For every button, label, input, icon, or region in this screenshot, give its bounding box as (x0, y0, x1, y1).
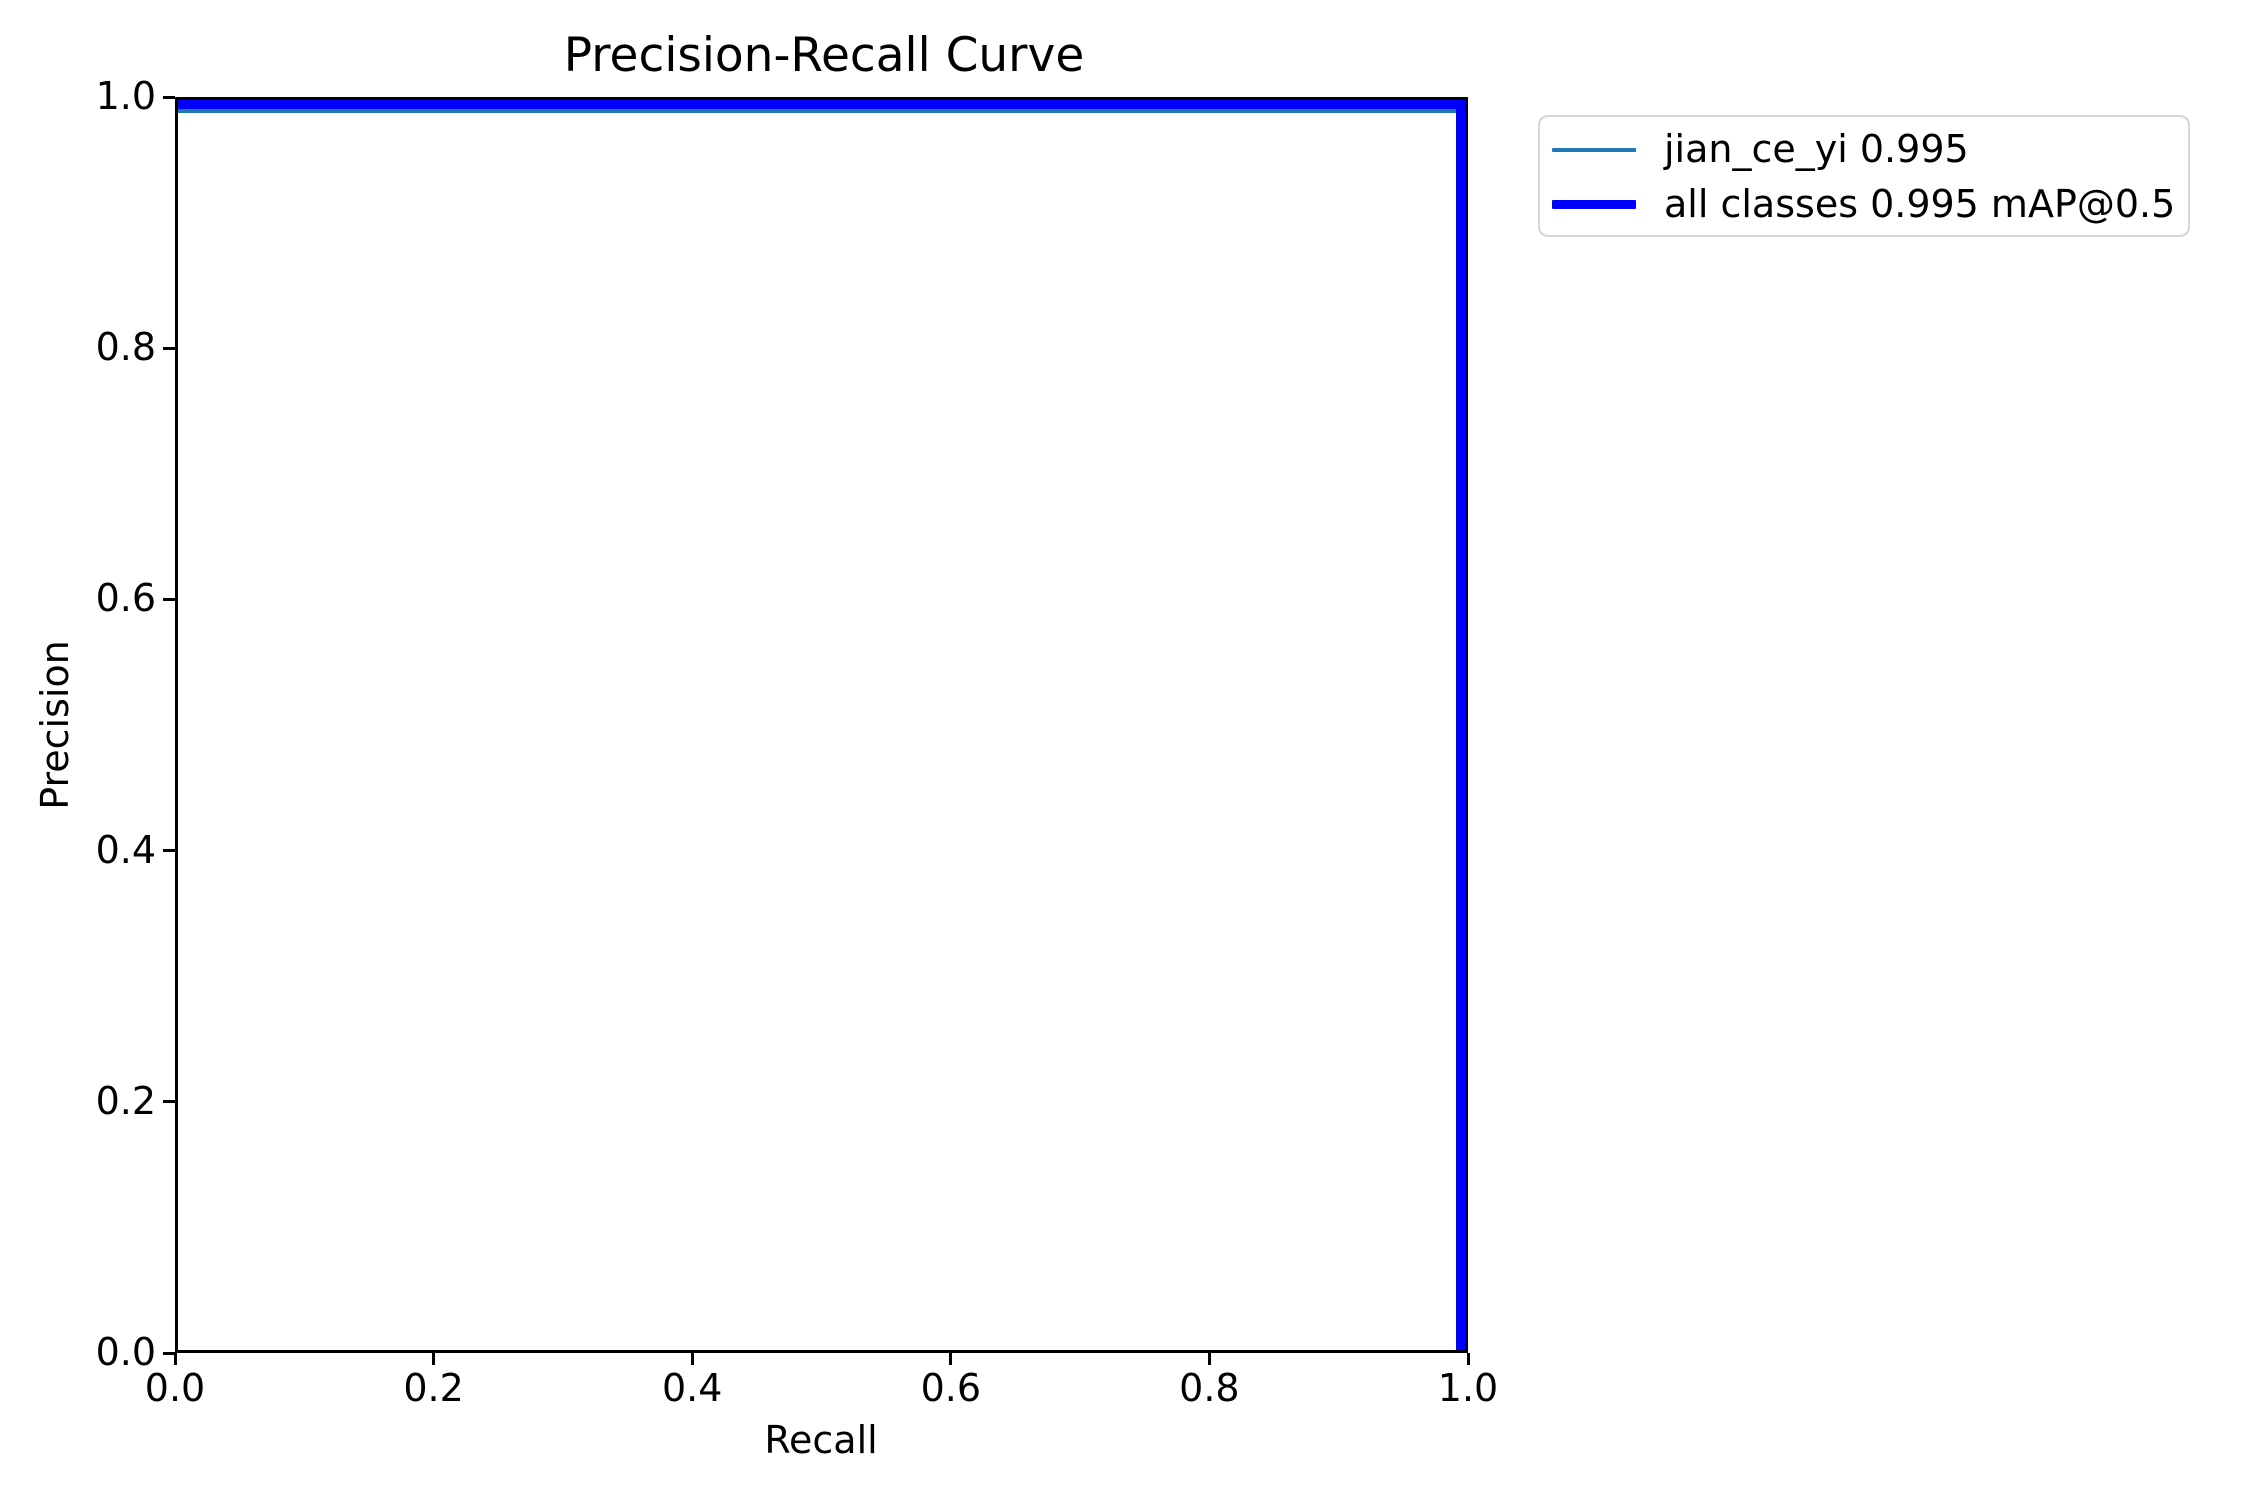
legend-line-sample-thick (1552, 200, 1636, 209)
plot-area (175, 97, 1468, 1353)
y-tick-label-0.0: 0.0 (95, 1330, 156, 1375)
x-axis-tick-mark (173, 1353, 177, 1365)
y-axis-tick-mark (163, 1100, 175, 1104)
legend-entry-label: all classes 0.995 mAP@0.5 (1664, 181, 2176, 226)
x-axis-tick-mark (690, 1353, 694, 1365)
x-axis-tick-mark (949, 1353, 953, 1365)
legend-box: jian_ce_yi 0.995 all classes 0.995 mAP@0… (1538, 115, 2190, 237)
legend-row-class: jian_ce_yi 0.995 (1552, 122, 2188, 177)
x-tick-label-1.0: 1.0 (1437, 1366, 1499, 1410)
y-tick-label-0.4: 0.4 (95, 827, 156, 872)
legend-row-all-classes: all classes 0.995 mAP@0.5 (1552, 177, 2188, 232)
chart-title: Precision-Recall Curve (563, 28, 1085, 83)
x-tick-label-0.2: 0.2 (403, 1366, 464, 1410)
x-axis-tick-mark (432, 1353, 436, 1365)
pr-plot-lines (178, 100, 1465, 1350)
y-axis-tick-mark (163, 849, 175, 853)
y-axis-tick-mark (163, 1351, 175, 1355)
x-axis-label: Recall (764, 1418, 878, 1462)
x-tick-label-0.4: 0.4 (661, 1366, 723, 1410)
x-tick-label-0.0: 0.0 (144, 1366, 206, 1410)
pr-curve-segment (178, 100, 1465, 109)
y-tick-label-0.2: 0.2 (95, 1078, 156, 1123)
y-tick-label-1.0: 1.0 (95, 74, 156, 119)
legend-entry-label: jian_ce_yi 0.995 (1664, 126, 1969, 171)
x-tick-label-0.8: 0.8 (1179, 1366, 1240, 1410)
y-axis-tick-mark (163, 597, 175, 601)
y-tick-label-0.6: 0.6 (95, 576, 156, 621)
pr-curve-segment (178, 109, 1462, 114)
x-axis-tick-mark (1466, 1353, 1470, 1365)
x-tick-label-0.6: 0.6 (920, 1366, 982, 1410)
y-tick-label-0.8: 0.8 (95, 325, 156, 370)
x-axis-tick-mark (1207, 1353, 1211, 1365)
y-axis-tick-mark (163, 346, 175, 350)
y-axis-tick-mark (163, 95, 175, 99)
y-axis-label: Precision (33, 640, 77, 810)
legend-line-sample-thin (1552, 147, 1636, 152)
pr-curve-segment (1456, 100, 1465, 1350)
